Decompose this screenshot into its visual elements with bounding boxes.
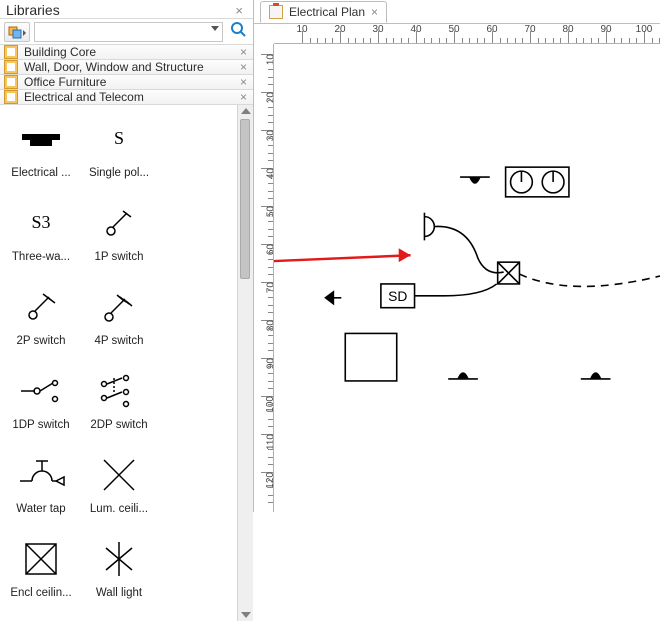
tab-title: Electrical Plan	[289, 5, 365, 19]
shape-4p-switch[interactable]: 4P switch	[80, 279, 158, 363]
shape-water-tap[interactable]: Water tap	[2, 447, 80, 531]
shape-palette: Electrical ... S Single pol... S3 Three-…	[0, 105, 237, 621]
shape-single-pole[interactable]: S Single pol...	[80, 111, 158, 195]
canvas-svg: SD	[274, 44, 660, 512]
tab-electrical-plan[interactable]: Electrical Plan ×	[260, 1, 387, 23]
panel-title: Libraries	[6, 2, 60, 18]
close-icon[interactable]: ×	[240, 45, 247, 59]
scroll-thumb[interactable]	[240, 119, 250, 279]
folder-icon	[4, 60, 18, 74]
document-tab-bar: Electrical Plan ×	[254, 0, 660, 24]
libraries-panel: Libraries × Building Core × Wall, Door, …	[0, 0, 254, 512]
shape-2dp-switch[interactable]: 2DP switch	[80, 363, 158, 447]
search-icon[interactable]	[227, 21, 249, 42]
shape-encl-ceiling[interactable]: Encl ceilin...	[2, 531, 80, 615]
close-icon[interactable]: ×	[240, 90, 247, 104]
category-electrical-telecom[interactable]: Electrical and Telecom ×	[0, 90, 253, 105]
panel-collapse-icon[interactable]: ×	[231, 3, 247, 18]
close-icon[interactable]: ×	[240, 75, 247, 89]
shape-1dp-switch[interactable]: 1DP switch	[2, 363, 80, 447]
palette-scrollbar[interactable]	[237, 105, 253, 621]
document-icon	[269, 5, 283, 19]
library-search-input[interactable]	[34, 22, 223, 42]
shape-2p-switch[interactable]: 2P switch	[2, 279, 80, 363]
library-menu-button[interactable]	[4, 22, 30, 42]
svg-text:S: S	[114, 128, 124, 148]
category-office-furniture[interactable]: Office Furniture ×	[0, 75, 253, 90]
scroll-up-icon[interactable]	[241, 108, 251, 114]
shape-1p-switch[interactable]: 1P switch	[80, 195, 158, 279]
sd-label: SD	[388, 288, 407, 304]
scroll-down-icon[interactable]	[241, 612, 251, 618]
drawing-canvas[interactable]: SD	[274, 44, 660, 512]
shape-wall-light[interactable]: Wall light	[80, 531, 158, 615]
folder-icon	[4, 45, 18, 59]
category-building-core[interactable]: Building Core ×	[0, 45, 253, 60]
close-icon[interactable]: ×	[240, 60, 247, 74]
vertical-ruler: 102030405060708090100110120	[254, 44, 274, 512]
svg-text:S3: S3	[31, 212, 50, 232]
shape-electrical[interactable]: Electrical ...	[2, 111, 80, 195]
horizontal-ruler: 102030405060708090100	[274, 24, 660, 44]
shape-lum-ceiling[interactable]: Lum. ceili...	[80, 447, 158, 531]
close-icon[interactable]: ×	[371, 5, 378, 19]
category-wall-door-window[interactable]: Wall, Door, Window and Structure ×	[0, 60, 253, 75]
folder-icon	[4, 75, 18, 89]
folder-icon	[4, 90, 18, 104]
shape-three-way[interactable]: S3 Three-wa...	[2, 195, 80, 279]
drag-arrow	[274, 248, 411, 266]
search-dropdown-icon[interactable]	[211, 26, 219, 31]
